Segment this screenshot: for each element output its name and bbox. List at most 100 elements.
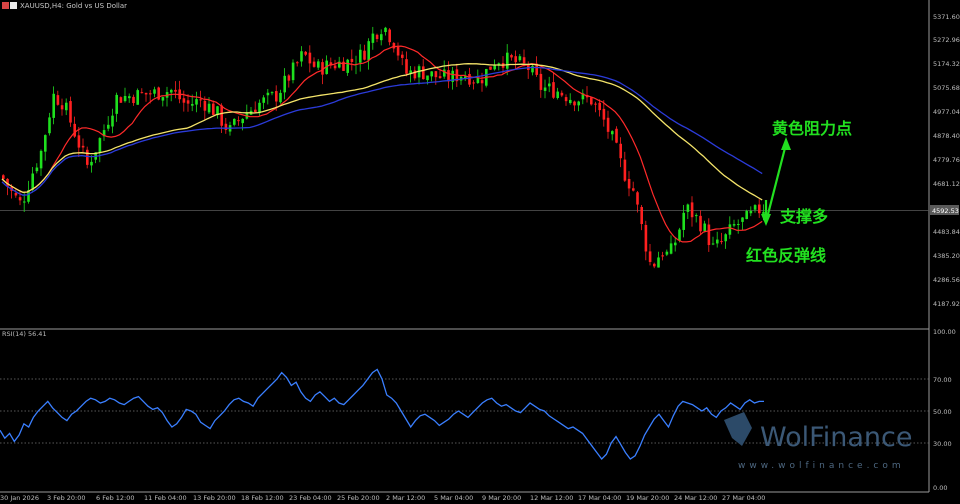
candle-body — [191, 104, 194, 106]
date-tick: 11 Feb 04:00 — [144, 494, 187, 502]
candle-body — [258, 102, 261, 114]
candle-body — [270, 92, 274, 94]
rsi-title: RSI(14) 56.41 — [2, 330, 47, 338]
candle-body — [518, 56, 522, 61]
candle-body — [153, 89, 156, 94]
candle-body — [560, 92, 564, 96]
rsi-line-layer — [0, 368, 764, 460]
candle-body — [291, 62, 295, 81]
time-axis: 30 Jan 2026 3 Feb 20:00 6 Feb 12:00 11 F… — [0, 494, 765, 502]
candle-body — [388, 29, 391, 43]
candle-body — [724, 234, 727, 242]
candle-body — [308, 52, 312, 64]
candle-body — [409, 70, 412, 75]
candle-body — [606, 117, 610, 132]
candle-body — [535, 63, 538, 75]
candle-body — [413, 70, 417, 79]
candle-body — [115, 94, 118, 114]
candle-body — [703, 223, 706, 231]
candle-body — [472, 82, 475, 84]
watermark: WolFinance www.wolfinance.com — [724, 412, 912, 471]
candle-body — [123, 95, 127, 102]
candle-body — [543, 87, 547, 91]
candle-body — [157, 87, 160, 100]
candle-body — [111, 115, 114, 127]
candle-body — [728, 224, 732, 235]
date-tick: 18 Feb 12:00 — [241, 494, 284, 502]
candle-body — [548, 83, 551, 87]
candle-body — [27, 190, 30, 202]
date-tick: 12 Mar 12:00 — [530, 494, 573, 502]
candle-body — [35, 167, 39, 172]
candle-body — [384, 27, 387, 33]
candle-body — [144, 92, 148, 95]
candle-body — [619, 143, 622, 159]
candle-body — [443, 69, 446, 77]
chart-icon — [2, 2, 9, 9]
candle-body — [275, 91, 278, 102]
candle-body — [749, 210, 753, 214]
candle-body — [732, 224, 736, 226]
rsi-line — [0, 368, 764, 460]
candle-body — [14, 192, 18, 196]
candle-body — [380, 34, 383, 41]
candle-body — [392, 43, 396, 49]
candle-body — [279, 92, 282, 103]
candle-body — [556, 91, 559, 98]
date-tick: 3 Feb 20:00 — [47, 494, 86, 502]
date-tick: 25 Feb 20:00 — [337, 494, 380, 502]
candle-body — [161, 97, 165, 101]
candle-body — [216, 106, 219, 115]
candle-body — [98, 138, 102, 153]
candle-body — [65, 102, 68, 111]
candle-body — [207, 103, 211, 113]
candle-body — [136, 90, 139, 105]
candle-body — [690, 202, 694, 218]
up-arrow-icon — [781, 137, 791, 150]
candle-body — [52, 93, 55, 118]
candle-body — [711, 243, 715, 245]
candle-body — [266, 92, 270, 96]
candle-body — [312, 61, 316, 67]
candle-body — [241, 118, 244, 124]
candle-body — [359, 49, 362, 63]
candle-body — [636, 192, 639, 205]
candle-body — [716, 239, 719, 244]
date-tick: 2 Mar 12:00 — [386, 494, 425, 502]
candle-body — [31, 173, 34, 190]
candle-body — [401, 54, 404, 58]
price-tick: 4977.04 — [933, 108, 960, 116]
rsi-tick: 30.00 — [933, 440, 952, 448]
candle-body — [212, 103, 215, 115]
candle-body — [283, 75, 286, 93]
candle-body — [451, 70, 454, 82]
date-tick: 17 Mar 04:00 — [578, 494, 621, 502]
candle-body — [2, 175, 5, 179]
wolf-logo-icon — [724, 412, 752, 446]
candle-body — [296, 62, 299, 64]
symbol-label: XAUUSD,H4: Gold vs US Dollar — [20, 2, 127, 10]
candle-body — [464, 76, 467, 79]
price-tick: 5371.60 — [933, 13, 960, 21]
ma-red-line — [1, 45, 763, 243]
candle-body — [132, 96, 135, 104]
candle-body — [304, 51, 307, 55]
date-tick: 30 Jan 2026 — [0, 494, 39, 502]
candle-body — [224, 123, 228, 130]
candle-body — [569, 99, 572, 104]
candle-body — [669, 243, 673, 254]
candle-body — [174, 89, 177, 92]
down-arrow-icon — [761, 214, 771, 226]
candle-body — [644, 224, 648, 252]
ma-yellow-line — [1, 63, 763, 201]
current-price-box — [930, 205, 959, 215]
candle-body — [73, 123, 76, 137]
candle-body — [573, 101, 576, 106]
candle-body — [430, 71, 433, 77]
candle-body — [338, 61, 341, 68]
candle-body — [657, 257, 660, 268]
candle-body — [648, 251, 652, 262]
candle-body — [514, 56, 517, 63]
candle-body — [81, 145, 85, 148]
